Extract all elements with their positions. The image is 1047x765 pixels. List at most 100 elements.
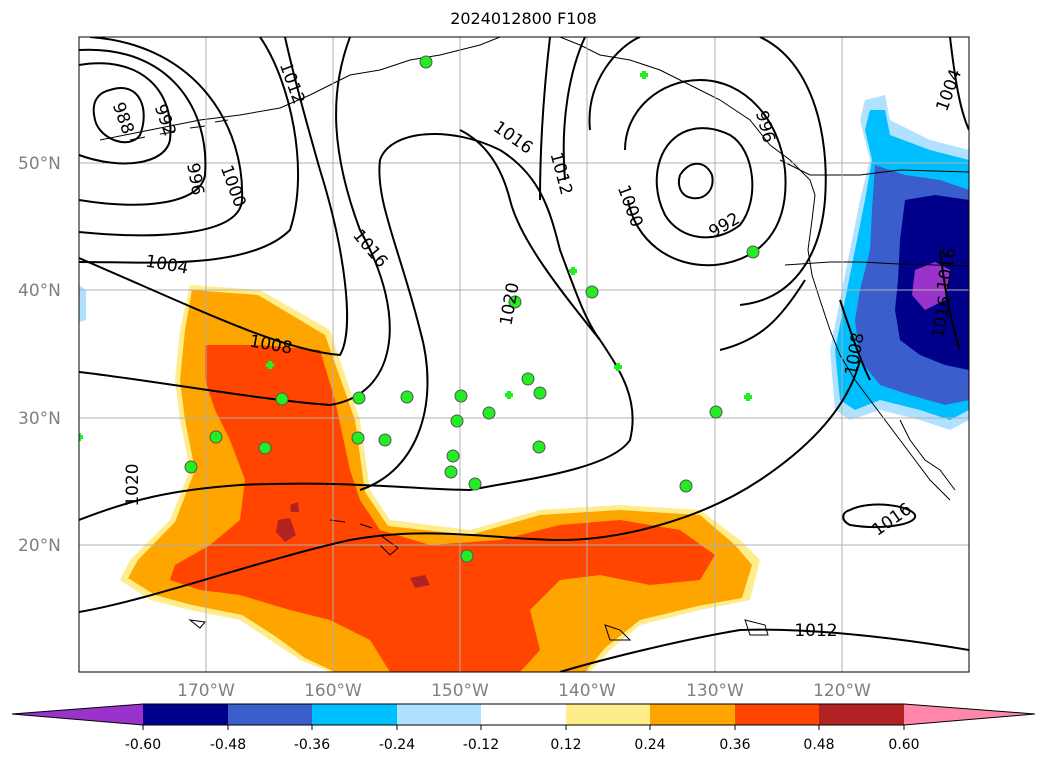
isobar-1000-low <box>624 78 787 267</box>
colorbar-segment <box>312 704 397 725</box>
colorbar-segment <box>735 704 819 725</box>
colorbar-segment <box>650 704 735 725</box>
station-dot <box>446 449 460 463</box>
station-dot <box>585 285 599 299</box>
fill-048-a <box>276 518 296 542</box>
map-frame <box>78 36 970 673</box>
station-dot <box>454 389 468 403</box>
fill-048-b <box>410 575 430 588</box>
coast-alaska <box>99 37 501 141</box>
isobar-label: 1020 <box>123 463 143 506</box>
longitude-labels: 170°W 160°W 150°W 140°W 130°W 120°W <box>177 681 871 701</box>
colorbar-min-arrow <box>12 704 143 725</box>
colorbar-tick-label: -0.60 <box>125 737 161 753</box>
colorbar-tick-label: 0.60 <box>888 737 919 753</box>
isobar-988 <box>92 87 145 144</box>
station-cross <box>614 363 622 371</box>
colorbar-tick-label: 0.12 <box>550 737 581 753</box>
station-dot <box>679 479 693 493</box>
lon-label: 150°W <box>431 681 489 701</box>
isobar-992-low <box>677 162 714 200</box>
station-cross <box>569 267 577 275</box>
station-cross <box>266 361 274 369</box>
station-dot <box>709 405 723 419</box>
station-dot <box>400 390 414 404</box>
station-dot <box>184 460 198 474</box>
lon-label: 160°W <box>304 681 362 701</box>
positive-anomaly-field <box>120 285 760 672</box>
station-dot <box>746 245 760 259</box>
fill-neg060 <box>912 262 950 310</box>
isobar-1008-east <box>839 299 871 381</box>
station-cross <box>505 391 513 399</box>
coast-westus <box>807 194 951 501</box>
colorbar-tick-label: -0.48 <box>210 737 246 753</box>
isobar-1016-east <box>842 503 916 528</box>
isobar-1000 <box>79 37 244 237</box>
isobar-1016-south <box>79 359 861 613</box>
isobar-1012-low <box>539 37 551 201</box>
colorbar-tick-label: -0.24 <box>379 737 415 753</box>
station-dot <box>209 430 223 444</box>
lon-label: 170°W <box>177 681 235 701</box>
station-dot <box>482 406 496 420</box>
colorbar-tick-label: -0.36 <box>294 737 330 753</box>
lat-label: 40°N <box>18 281 61 301</box>
isobar-1012-south <box>559 628 969 672</box>
isobar-1008-low <box>562 37 806 351</box>
isobar-1004-east <box>949 37 969 131</box>
station-dot <box>419 55 433 69</box>
lon-label: 130°W <box>686 681 744 701</box>
isobar-1016-east2 <box>939 249 961 351</box>
coast-inlet-3 <box>188 619 206 629</box>
isobar-992 <box>79 62 172 165</box>
colorbar-tick-label: 0.36 <box>719 737 750 753</box>
isobars <box>79 37 969 672</box>
fill-036 <box>170 345 715 672</box>
station-cross <box>744 393 752 401</box>
station-dot <box>351 431 365 445</box>
lon-label: 120°W <box>813 681 871 701</box>
colorbar-tick-label: -0.12 <box>463 737 499 753</box>
lat-label: 50°N <box>18 154 61 174</box>
colorbar-segment <box>143 704 228 725</box>
map-title: 2024012800 F108 <box>450 9 597 28</box>
station-dot <box>460 549 474 563</box>
station-cross <box>640 71 648 79</box>
station-dot <box>378 433 392 447</box>
isobar-996 <box>79 48 207 206</box>
coast-canada-interior <box>784 261 969 267</box>
station-dot <box>450 414 464 428</box>
colorbar-max-arrow <box>904 704 1035 725</box>
coast-inlet-1 <box>604 624 632 641</box>
isobar-label: 1012 <box>794 621 837 641</box>
colorbar-tick-label: 0.24 <box>634 737 665 753</box>
station-cross <box>79 433 83 441</box>
latitude-labels: 50°N 40°N 30°N 20°N <box>18 154 61 556</box>
station-dot <box>275 392 289 406</box>
station-dot <box>508 295 522 309</box>
station-dot <box>352 391 366 405</box>
colorbar-segment <box>566 704 650 725</box>
colorbar: -0.60 -0.48 -0.36 -0.24 -0.12 0.12 0.24 … <box>11 703 1036 753</box>
isobar-1004-low <box>588 37 827 306</box>
station-dot <box>444 465 458 479</box>
colorbar-segment <box>819 704 904 725</box>
isobar-1020 <box>79 129 634 521</box>
fill-048-c <box>290 502 299 512</box>
isobar-1012-west <box>79 37 391 407</box>
isobar-996-low <box>655 127 754 239</box>
colorbar-segment <box>228 704 312 725</box>
colorbar-segment <box>397 704 481 725</box>
isobar-1008 <box>79 37 348 357</box>
coast-bc-inland <box>779 159 969 176</box>
station-markers <box>79 55 760 563</box>
isobar-1004 <box>79 37 300 264</box>
lon-label: 140°W <box>558 681 616 701</box>
station-dot <box>521 372 535 386</box>
colorbar-segment <box>481 704 566 725</box>
station-dot <box>533 386 547 400</box>
fill-neg-left-edge <box>79 285 86 322</box>
station-dot <box>258 441 272 455</box>
